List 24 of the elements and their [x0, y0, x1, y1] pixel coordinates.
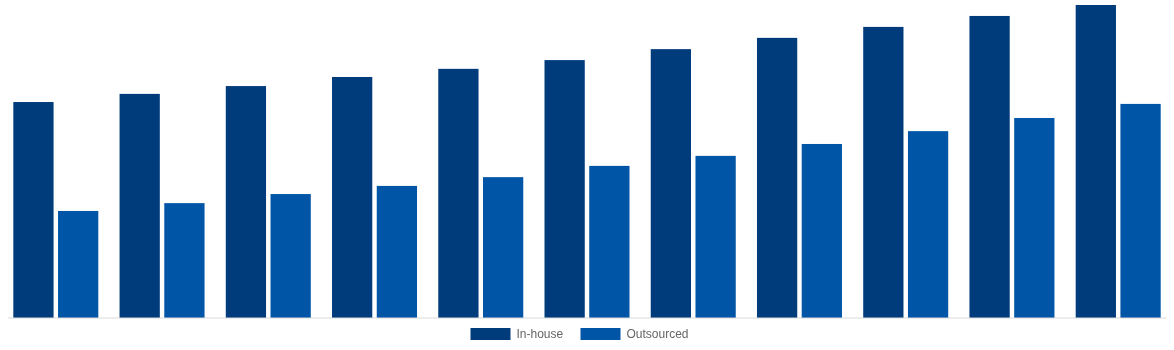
- bar: [801, 143, 842, 318]
- bar: [544, 60, 585, 318]
- bar: [270, 194, 311, 318]
- legend-label: In-house: [516, 327, 564, 341]
- bar: [438, 68, 479, 318]
- bar: [589, 165, 630, 318]
- legend-label: Outsourced: [626, 327, 689, 341]
- bar: [13, 102, 54, 318]
- bar: [1120, 103, 1161, 318]
- bar: [650, 49, 691, 318]
- bar: [225, 86, 267, 318]
- bar: [863, 26, 904, 318]
- bar: [1014, 117, 1055, 318]
- bar: [695, 155, 736, 318]
- bar: [332, 76, 373, 318]
- bar: [376, 185, 418, 318]
- bar: [969, 15, 1010, 318]
- bar: [756, 37, 798, 318]
- bar: [1075, 5, 1116, 318]
- bar: [58, 210, 99, 318]
- bar: [483, 177, 524, 318]
- bar: [164, 203, 205, 318]
- bar: [119, 93, 160, 318]
- bar: [907, 131, 949, 318]
